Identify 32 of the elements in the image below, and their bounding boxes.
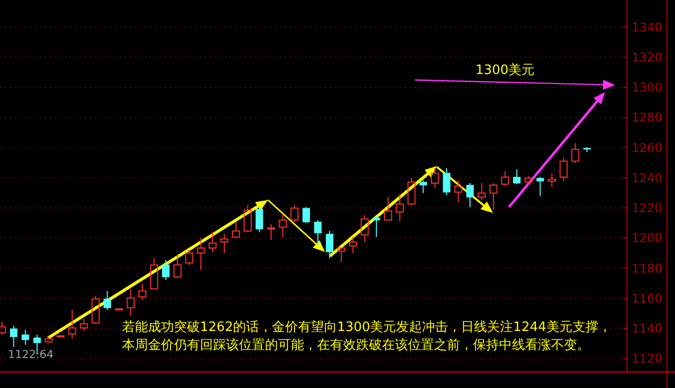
candlestick [548,172,556,188]
candlestick [68,309,76,340]
y-tick-label: 1120 [632,352,662,366]
y-tick-label: 1240 [632,170,662,185]
y-tick-label: 1180 [632,261,662,276]
candlestick [349,236,357,254]
y-tick-label: 1160 [632,291,662,306]
candlestick [126,288,135,316]
y-tick-label: 1320 [632,50,662,64]
candlestick [372,216,380,238]
candlestick [278,214,287,238]
candlestick [419,180,427,194]
candlestick [536,176,544,197]
y-tick-label: 1260 [632,140,662,155]
annotation: 1300美元 [475,62,535,78]
y-tick-label: 1220 [632,201,662,216]
candlestick [466,182,474,208]
candlestick [220,234,228,254]
candlestick [396,194,404,222]
candlestick [22,329,30,346]
annotation: 1122.64 [8,348,54,361]
y-tick-label: 1200 [632,231,662,246]
y-tick-label: 1280 [632,110,662,125]
y-tick-label: 1300 [632,80,662,95]
candlestick [196,237,205,270]
annotation: 若能成功突破1262的话，金价有望向1300美元发起冲击，日线关注1244美元支撑，本周金价仍有回踩该位置的可能，在有效跌破在该位置之前，保持中线看涨不变。 [122,319,612,353]
y-tick-label: 1340 [632,20,662,34]
y-tick-label: 1140 [632,322,662,336]
candlestick [454,180,462,203]
candlestick [442,168,450,196]
candlestick [430,168,439,189]
candlestick [104,290,112,310]
